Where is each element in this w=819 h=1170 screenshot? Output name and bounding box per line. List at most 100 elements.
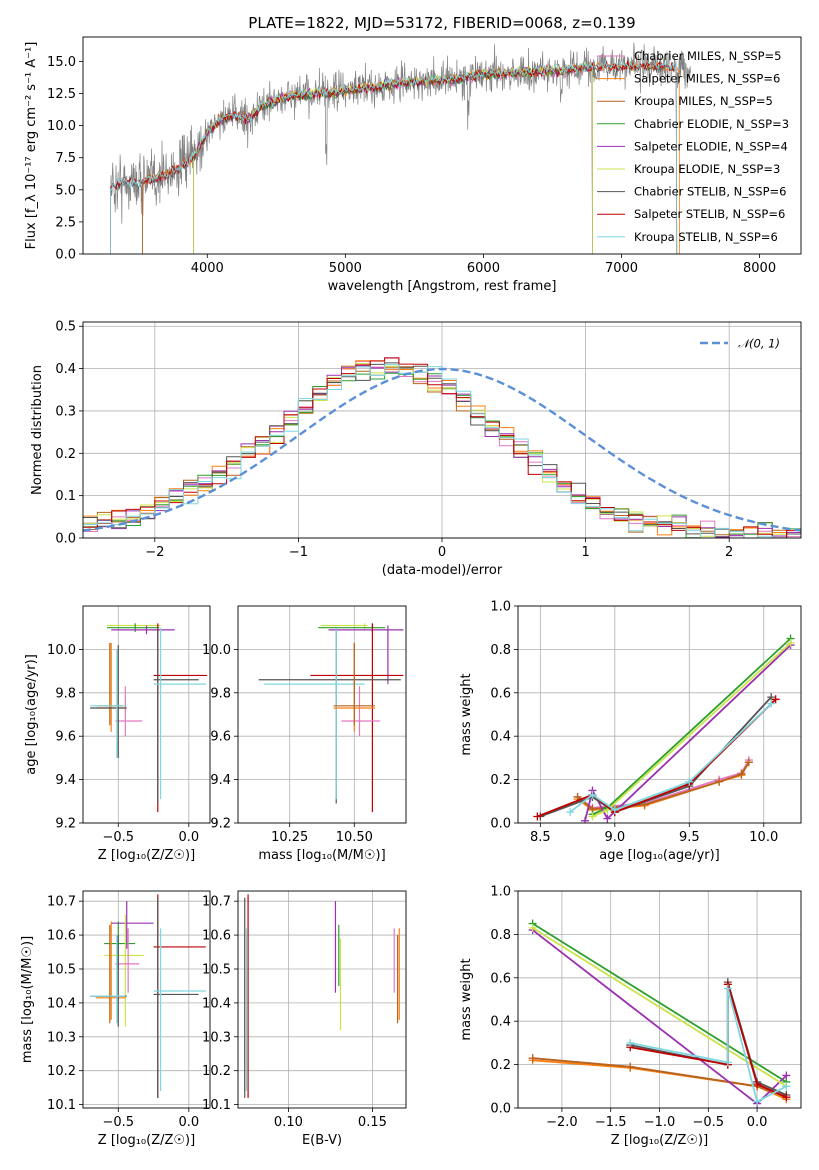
plot-area xyxy=(244,894,400,1098)
y-tick-label: 10.4 xyxy=(202,996,231,1011)
y-tick-label: 9.4 xyxy=(55,773,76,788)
y-tick-label: 0.4 xyxy=(490,730,511,745)
plot-area xyxy=(83,357,801,538)
mass-vs-metallicity-panel: −0.5 0.0 10.1 10.2 10.3 10.4 10.5 10.6 10.7 Z [lo… xyxy=(20,890,211,1148)
mass-weight-line xyxy=(532,927,787,1088)
legend-entry: Chabrier STELIB, N_SSP=6 xyxy=(634,185,786,199)
y-tick-label: 15.0 xyxy=(47,55,76,70)
y-axis-label: Flux [f_λ 10⁻¹⁷ erg cm⁻² s⁻¹ A⁻¹] xyxy=(24,42,39,250)
plot-area xyxy=(110,42,691,254)
plus-marker xyxy=(528,923,537,932)
y-tick-label: 10.3 xyxy=(202,1030,231,1045)
x-tick-label: 10.0 xyxy=(749,830,778,845)
plus-marker xyxy=(786,638,795,647)
axes-frame xyxy=(237,605,407,824)
plus-marker xyxy=(723,984,732,993)
model-spectrum-line xyxy=(110,60,678,254)
plus-marker xyxy=(566,808,575,817)
x-axis-label: age [log₁₀(age/yr)] xyxy=(599,848,720,863)
y-tick-label: 10.7 xyxy=(202,895,231,910)
x-tick-label: 8.5 xyxy=(530,830,551,845)
y-tick-label: 10.1 xyxy=(202,1098,231,1113)
plus-marker xyxy=(533,812,542,821)
plot-area xyxy=(258,623,404,813)
x-tick-label: 10.25 xyxy=(271,830,308,845)
y-tick-label: 12.5 xyxy=(47,87,76,102)
x-tick-label: 0.0 xyxy=(178,830,199,845)
y-tick-label: 1.0 xyxy=(490,600,511,615)
y-tick-label: 0.2 xyxy=(490,773,511,788)
legend-entry: Chabrier ELODIE, N_SSP=3 xyxy=(634,117,789,131)
plus-marker xyxy=(771,695,780,704)
x-tick-label: 0.10 xyxy=(274,1115,303,1130)
y-tick-label: 0.6 xyxy=(490,971,511,986)
plot-area xyxy=(90,894,206,1098)
x-tick-label: −0.5 xyxy=(102,830,134,845)
x-tick-label: −0.5 xyxy=(102,1115,134,1130)
figure-title: PLATE=1822, MJD=53172, FIBERID=0068, z=0… xyxy=(248,14,635,32)
plus-marker xyxy=(767,699,776,708)
legend-entry: Kroupa MILES, N_SSP=5 xyxy=(634,94,773,108)
x-axis-label: Z [log₁₀(Z/Z☉)] xyxy=(611,1133,708,1148)
y-tick-label: 10.6 xyxy=(202,929,231,944)
axes-frame xyxy=(82,605,211,824)
y-tick-label: 10.2 xyxy=(202,1064,231,1079)
y-tick-label: 10.7 xyxy=(47,895,76,910)
y-axis-label: mass weight xyxy=(459,958,474,1040)
y-tick-label: 9.6 xyxy=(55,730,76,745)
axes-frame xyxy=(517,890,802,1109)
plus-marker xyxy=(603,814,612,823)
y-tick-label: 10.1 xyxy=(47,1098,76,1113)
y-axis-label: mass [log₁₀(M/M☉)] xyxy=(20,936,35,1063)
y-tick-label: 9.8 xyxy=(210,686,231,701)
axes-frame xyxy=(82,321,802,539)
plus-marker xyxy=(626,1062,635,1071)
y-tick-label: 0.2 xyxy=(55,447,76,462)
legend-entry: Kroupa ELODIE, N_SSP=3 xyxy=(634,162,780,176)
x-axis-label: E(B-V) xyxy=(302,1133,342,1148)
y-tick-label: 10.3 xyxy=(47,1030,76,1045)
age-vs-metallicity-panel: −0.5 0.0 9.2 9.4 9.6 9.8 10.0 Z [log₁₀(Z/Z☉)] ag… xyxy=(24,605,211,863)
x-tick-label: −1 xyxy=(289,545,308,560)
y-tick-label: 0.8 xyxy=(490,643,511,658)
legend-entry: Kroupa STELIB, N_SSP=6 xyxy=(634,230,778,244)
plus-marker xyxy=(610,805,619,814)
x-tick-label: −0.5 xyxy=(693,1115,725,1130)
axes-frame xyxy=(517,605,802,824)
y-tick-label: 9.8 xyxy=(55,686,76,701)
y-axis-label: Normed distribution xyxy=(30,365,45,495)
legend-entry: Chabrier MILES, N_SSP=5 xyxy=(634,49,781,63)
legend-entry: 𝒩(0, 1) xyxy=(738,337,780,351)
y-tick-label: 10.0 xyxy=(47,643,76,658)
x-tick-label: 10.50 xyxy=(336,830,373,845)
y-tick-label: 2.5 xyxy=(55,215,76,230)
legend-entry: Salpeter MILES, N_SSP=6 xyxy=(634,72,780,86)
axes-frame xyxy=(82,36,802,255)
y-tick-label: 0.0 xyxy=(55,248,76,263)
x-tick-label: 0 xyxy=(438,545,446,560)
mass-weight-line xyxy=(584,644,792,822)
x-tick-label: 2 xyxy=(725,545,733,560)
y-tick-label: 10.4 xyxy=(47,996,76,1011)
y-tick-label: 0.0 xyxy=(490,1102,511,1117)
x-tick-label: −2.0 xyxy=(546,1115,578,1130)
plus-marker xyxy=(782,1071,791,1080)
plot-area xyxy=(90,623,208,813)
plus-marker xyxy=(753,1080,762,1089)
y-tick-label: 10.0 xyxy=(202,643,231,658)
histogram-step-line xyxy=(83,364,801,538)
x-tick-label: 4000 xyxy=(191,261,224,276)
x-axis-label: (data-model)/error xyxy=(382,563,503,578)
x-tick-label: −1.0 xyxy=(644,1115,676,1130)
y-tick-label: 0.2 xyxy=(490,1058,511,1073)
legend-entry: Salpeter STELIB, N_SSP=6 xyxy=(634,207,785,221)
x-axis-label: Z [log₁₀(Z/Z☉)] xyxy=(98,1133,195,1148)
y-tick-label: 0.1 xyxy=(55,489,76,504)
y-tick-label: 0.8 xyxy=(490,928,511,943)
plus-marker xyxy=(737,770,746,779)
y-tick-label: 10.5 xyxy=(202,962,231,977)
plus-marker xyxy=(744,758,753,767)
normal-curve xyxy=(83,367,801,532)
y-tick-label: 0.4 xyxy=(490,1015,511,1030)
y-tick-label: 10.2 xyxy=(47,1064,76,1079)
